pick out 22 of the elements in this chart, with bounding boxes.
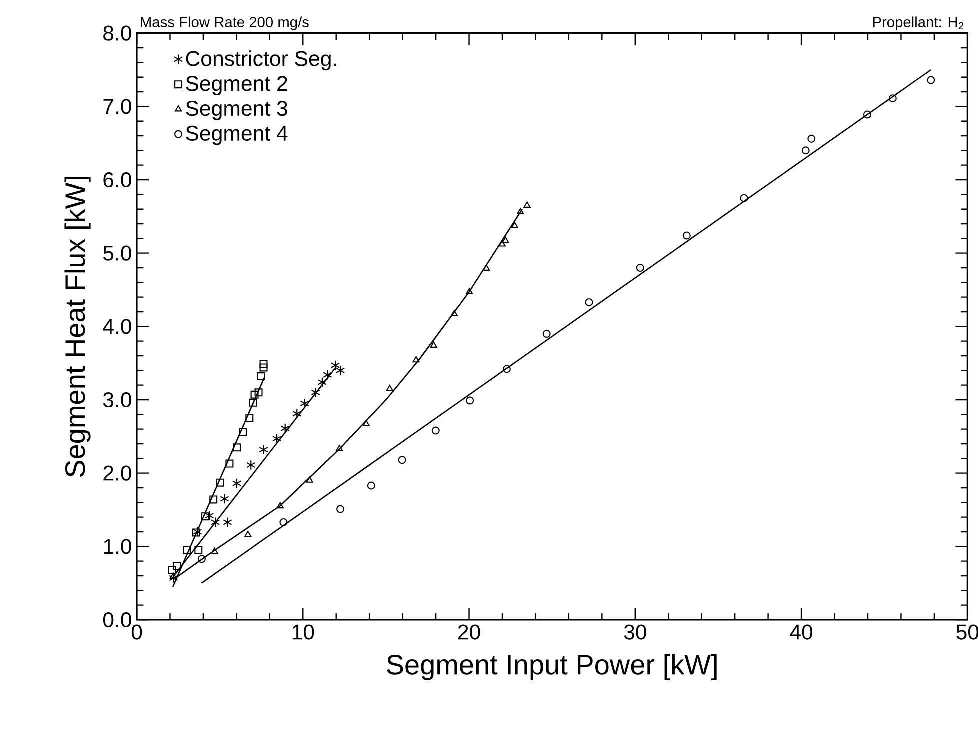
y-tick-label: 6.0	[104, 172, 132, 188]
x-axis-title: Segment Input Power [kW]	[387, 654, 717, 680]
x-tick-label: 10	[292, 624, 314, 640]
text: Propellant: H$_{2}$	[873, 16, 964, 30]
y-tick-label: 8.0	[104, 26, 132, 41]
y-axis-title: Segment Heat Flux [kW]	[64, 176, 91, 478]
y-tick-label: 0.0	[103, 612, 132, 628]
legend-label: Segment 4	[186, 126, 288, 146]
legend-label: Segment 2	[186, 76, 288, 96]
y-tick-label: 5.0	[103, 246, 132, 261]
legend-label: Segment 3	[186, 101, 288, 120]
y-tick-label: 1.0	[104, 539, 132, 554]
text: Mass Flow Rate 200 mg/s	[141, 16, 309, 30]
legend-label: Constrictor Seg.	[186, 50, 336, 71]
y-tick-label: 3.0	[103, 392, 132, 408]
x-tick-label: 0	[132, 624, 142, 640]
x-tick-label: 20	[458, 624, 480, 640]
y-tick-label: 2.0	[104, 466, 132, 481]
y-tick-label: 4.0	[103, 319, 132, 334]
y-tick-label: 7.0	[104, 99, 132, 114]
x-tick-label: 40	[790, 624, 813, 640]
x-tick-label: 30	[624, 624, 646, 640]
